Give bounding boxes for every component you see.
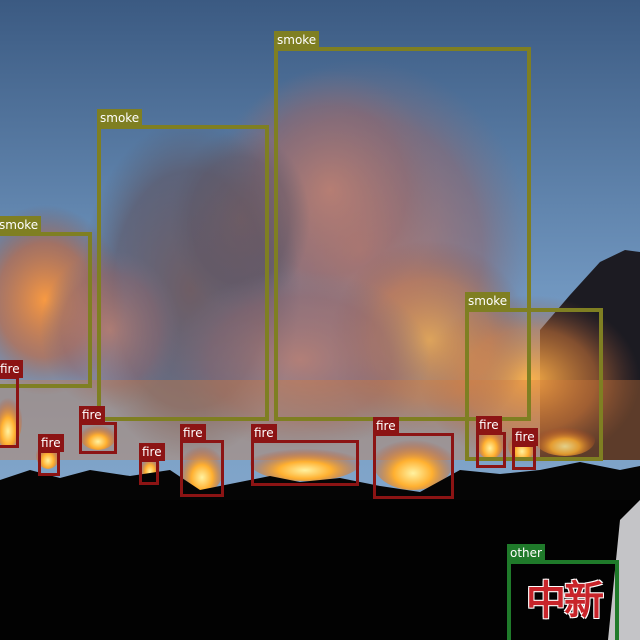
fire-box: fire bbox=[139, 443, 165, 485]
smoke-label: smoke bbox=[97, 109, 143, 127]
fire-box: fire bbox=[38, 434, 64, 476]
fire-label: fire bbox=[251, 424, 277, 442]
fire-box: fire bbox=[476, 416, 506, 468]
smoke-label: smoke bbox=[0, 216, 42, 234]
fire-box: fire bbox=[373, 417, 454, 499]
fire-label: fire bbox=[0, 360, 23, 378]
fire-box: fire bbox=[0, 360, 23, 448]
other-box: other bbox=[507, 544, 619, 640]
smoke-box-center-left: smoke bbox=[97, 109, 269, 421]
fire-label: fire bbox=[180, 424, 206, 442]
fire-label: fire bbox=[373, 417, 399, 435]
fire-box: fire bbox=[79, 406, 117, 454]
smoke-label: smoke bbox=[274, 31, 320, 49]
fire-label: fire bbox=[476, 416, 502, 434]
other-label: other bbox=[507, 544, 545, 562]
fire-label: fire bbox=[38, 434, 64, 452]
fire-label: fire bbox=[512, 428, 538, 446]
smoke-box-center: smoke bbox=[274, 31, 531, 421]
watermark-logo: 中新网 bbox=[526, 577, 604, 624]
smoke-label: smoke bbox=[465, 292, 511, 310]
fire-label: fire bbox=[139, 443, 165, 461]
fire-box: fire bbox=[180, 424, 224, 497]
fire-box: fire bbox=[251, 424, 359, 486]
fire-box: fire bbox=[512, 428, 538, 470]
smoke-box-left: smoke bbox=[0, 216, 92, 388]
fire-label: fire bbox=[79, 406, 105, 424]
